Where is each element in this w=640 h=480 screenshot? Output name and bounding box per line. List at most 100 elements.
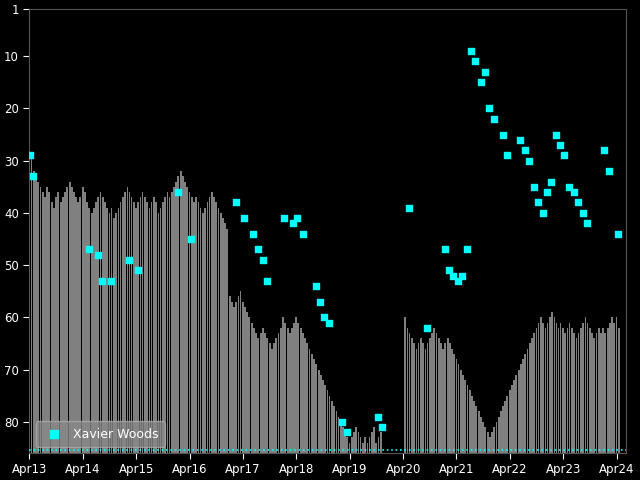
Bar <box>186 187 188 453</box>
Bar <box>248 317 250 453</box>
Point <box>298 230 308 238</box>
Bar <box>49 192 50 453</box>
Bar <box>322 380 324 453</box>
Bar <box>587 323 588 453</box>
Bar <box>504 401 506 453</box>
Bar <box>220 213 221 453</box>
Bar <box>218 208 220 453</box>
Bar <box>79 197 81 453</box>
Bar <box>227 228 228 453</box>
Bar <box>560 323 561 453</box>
Point <box>515 136 525 144</box>
Bar <box>431 333 433 453</box>
Bar <box>193 203 195 453</box>
Bar <box>451 348 452 453</box>
Bar <box>278 333 280 453</box>
Point <box>288 219 298 227</box>
Bar <box>551 312 553 453</box>
Bar <box>106 208 108 453</box>
Bar <box>556 323 557 453</box>
Bar <box>97 197 99 453</box>
Bar <box>554 317 556 453</box>
Bar <box>584 317 586 453</box>
Bar <box>589 328 591 453</box>
Bar <box>184 181 186 453</box>
Bar <box>492 432 493 453</box>
Bar <box>465 380 466 453</box>
Bar <box>591 333 593 453</box>
Bar <box>91 213 93 453</box>
Bar <box>500 411 502 453</box>
Bar <box>296 317 297 453</box>
Bar <box>273 343 275 453</box>
Bar <box>262 328 264 453</box>
Bar <box>115 213 117 453</box>
Bar <box>480 417 482 453</box>
Point <box>337 418 348 426</box>
Point <box>599 146 609 154</box>
Bar <box>260 333 262 453</box>
Bar <box>155 203 157 453</box>
Bar <box>364 437 366 453</box>
Bar <box>255 333 257 453</box>
Bar <box>236 301 237 453</box>
Bar <box>284 323 286 453</box>
Point <box>466 47 476 55</box>
Bar <box>144 197 146 453</box>
Bar <box>440 343 442 453</box>
Point <box>319 313 329 321</box>
Point <box>257 256 268 264</box>
Bar <box>33 171 35 453</box>
Point <box>563 183 573 191</box>
Bar <box>378 437 380 453</box>
Bar <box>513 380 515 453</box>
Bar <box>566 328 568 453</box>
Bar <box>355 427 357 453</box>
Point <box>262 277 272 285</box>
Bar <box>77 203 79 453</box>
Bar <box>40 187 42 453</box>
Bar <box>429 338 431 453</box>
Bar <box>362 443 364 453</box>
Bar <box>229 297 230 453</box>
Bar <box>616 317 618 453</box>
Bar <box>344 432 346 453</box>
Bar <box>511 385 513 453</box>
Bar <box>251 323 253 453</box>
Point <box>457 272 467 279</box>
Bar <box>611 317 613 453</box>
Point <box>28 172 38 180</box>
Bar <box>280 328 282 453</box>
Point <box>582 219 592 227</box>
Bar <box>320 375 321 453</box>
Bar <box>493 427 495 453</box>
Point <box>440 246 450 253</box>
Bar <box>618 328 620 453</box>
Bar <box>159 208 161 453</box>
Bar <box>557 328 559 453</box>
Bar <box>102 197 104 453</box>
Bar <box>300 328 301 453</box>
Point <box>476 78 486 86</box>
Bar <box>124 192 126 453</box>
Point <box>341 428 351 436</box>
Bar <box>447 338 449 453</box>
Bar <box>417 343 419 453</box>
Bar <box>318 370 319 453</box>
Point <box>498 131 508 138</box>
Point <box>453 277 463 285</box>
Bar <box>498 417 500 453</box>
Bar <box>171 192 173 453</box>
Bar <box>31 156 33 453</box>
Bar <box>200 208 202 453</box>
Point <box>559 152 570 159</box>
Bar <box>168 197 170 453</box>
Bar <box>264 333 266 453</box>
Bar <box>166 192 168 453</box>
Bar <box>484 427 486 453</box>
Bar <box>239 291 241 453</box>
Bar <box>415 348 417 453</box>
Bar <box>53 208 55 453</box>
Bar <box>55 197 57 453</box>
Bar <box>162 203 164 453</box>
